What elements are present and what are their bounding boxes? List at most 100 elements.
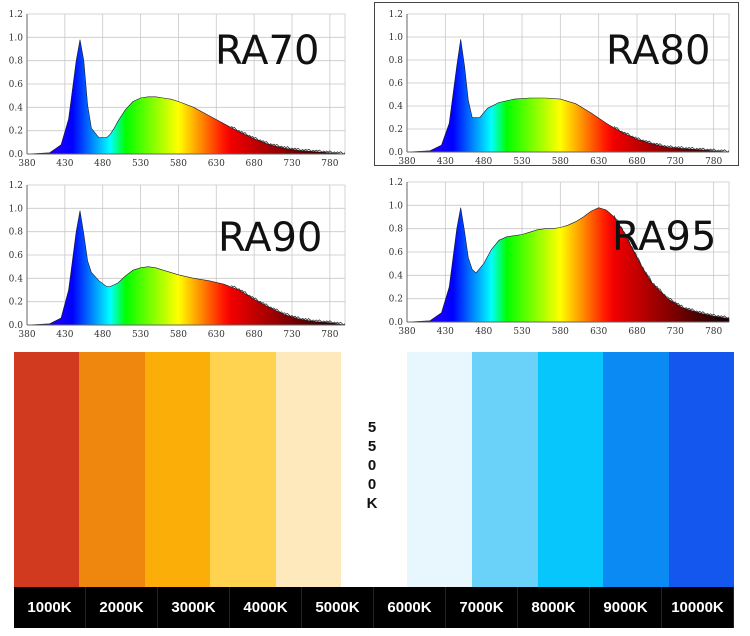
x-tick-label: 580	[552, 157, 569, 166]
spectrum-panel-ra80: 380 430 480 530 580 630 680 730 780 0.0 0.2 0.4 0.6 0…	[374, 2, 744, 166]
y-tick-label: 1.0	[9, 204, 24, 214]
y-tick-label: 0.0	[389, 318, 404, 328]
kelvin-label-5000k: 5000K	[302, 587, 374, 628]
x-tick-label: 530	[132, 330, 149, 340]
vertical-label-char: 0	[367, 457, 377, 474]
swatch-5000k	[275, 352, 342, 587]
chart-title: RA70	[215, 28, 319, 74]
x-tick-label: 580	[170, 330, 187, 340]
spectrum-chart-ra80: 380 430 480 530 580 630 680 730 780 0.0 0.2 0.4 0.6 0…	[374, 2, 739, 166]
x-tick-label: 630	[208, 159, 225, 169]
spectrum-chart-ra95: 380 430 480 530 580 630 680 730 780 0.0 0.2 0.4 0.6 0…	[389, 178, 730, 337]
x-tick-label: 480	[94, 159, 111, 169]
x-tick-label: 480	[475, 327, 492, 337]
x-tick-label: 530	[513, 157, 530, 166]
y-tick-label: 0.8	[389, 56, 404, 66]
y-tick-label: 1.2	[9, 181, 23, 191]
y-tick-label: 0.0	[9, 321, 24, 331]
spectrum-panel-ra90: 380 430 480 530 580 630 680 730 780 0.0 0.2 0.4 0.6 0…	[0, 173, 355, 345]
kelvin-label-4000k: 4000K	[230, 587, 302, 628]
swatch-5500k	[341, 352, 407, 587]
swatch-7000k	[472, 352, 538, 587]
kelvin-label-9000k: 9000K	[590, 587, 662, 628]
y-tick-label: 0.4	[9, 103, 24, 113]
spectrum-area	[406, 207, 730, 323]
spectrum-chart-ra90: 380 430 480 530 580 630 680 730 780 0.0 0.2 0.4 0.6 0…	[9, 181, 346, 340]
x-tick-label: 380	[398, 327, 415, 337]
swatch-9000k	[603, 352, 669, 587]
y-tick-label: 0.6	[389, 248, 404, 258]
swatch-3000k	[144, 352, 211, 587]
x-tick-label: 780	[321, 159, 338, 169]
y-tick-label: 0.6	[389, 79, 404, 89]
y-tick-label: 1.0	[9, 33, 24, 43]
x-tick-label: 780	[321, 330, 338, 340]
y-tick-label: 0.4	[9, 274, 24, 284]
vertical-label-char: 5	[367, 419, 377, 436]
y-tick-label: 1.0	[389, 201, 404, 211]
y-tick-label: 0.2	[9, 127, 23, 137]
kelvin-label-8000k: 8000K	[518, 587, 590, 628]
x-tick-label: 580	[170, 159, 187, 169]
x-tick-label: 480	[475, 157, 492, 166]
chart-title: RA80	[606, 28, 710, 74]
y-tick-label: 0.8	[9, 57, 24, 67]
y-tick-label: 1.2	[9, 10, 23, 20]
y-tick-label: 0.8	[389, 225, 404, 235]
y-tick-label: 0.2	[9, 298, 23, 308]
swatch-4000k	[210, 352, 276, 587]
x-tick-label: 730	[283, 159, 300, 169]
x-tick-label: 380	[398, 157, 415, 166]
x-tick-label: 780	[705, 157, 722, 166]
x-tick-label: 530	[132, 159, 149, 169]
vertical-label-char: 0	[367, 476, 377, 493]
chart-title: RA90	[218, 215, 322, 261]
kelvin-label-7000k: 7000K	[446, 587, 518, 628]
spectrum-panel-ra70: 380 430 480 530 580 630 680 730 780 0.0 0.2 0.4 0.6 0…	[0, 2, 355, 172]
chart-title: RA95	[612, 214, 716, 260]
spectrum-tail-noise	[613, 125, 730, 153]
x-tick-label: 730	[667, 157, 684, 166]
swatch-6000k	[406, 352, 473, 587]
x-tick-label: 680	[628, 157, 645, 166]
spectrum-area	[26, 39, 346, 155]
spectrum-tail-noise	[613, 215, 730, 319]
x-tick-label: 730	[283, 330, 300, 340]
x-tick-label: 430	[437, 157, 454, 166]
swatch-2000k	[79, 352, 145, 587]
x-tick-label: 580	[552, 327, 569, 337]
x-tick-label: 380	[18, 330, 35, 340]
spectrum-area	[406, 39, 730, 153]
vertical-label-char: K	[366, 495, 378, 512]
spectrum-tail-noise	[231, 125, 346, 155]
x-tick-label: 680	[246, 159, 263, 169]
x-tick-label: 680	[628, 327, 645, 337]
y-tick-label: 0.0	[9, 150, 24, 160]
spectrum-chart-ra70: 380 430 480 530 580 630 680 730 780 0.0 0.2 0.4 0.6 0…	[9, 10, 346, 169]
y-tick-label: 1.0	[389, 33, 404, 43]
5500k-vertical-label: 5 5 0 0 K	[365, 418, 379, 513]
y-tick-label: 0.4	[389, 102, 404, 112]
x-tick-label: 530	[513, 327, 530, 337]
kelvin-label-3000k: 3000K	[158, 587, 230, 628]
x-tick-label: 380	[18, 159, 35, 169]
x-tick-label: 630	[590, 327, 607, 337]
swatch-1000k	[14, 352, 80, 587]
kelvin-label-1000k: 1000K	[14, 587, 86, 628]
x-tick-label: 680	[246, 330, 263, 340]
x-tick-label: 630	[208, 330, 225, 340]
spectrum-panel-ra95: 380 430 480 530 580 630 680 730 780 0.0 0.2 0.4 0.6 0…	[374, 170, 744, 340]
kelvin-label-2000k: 2000K	[86, 587, 158, 628]
x-tick-label: 430	[56, 330, 73, 340]
y-tick-label: 0.6	[9, 251, 24, 261]
y-tick-label: 0.4	[389, 271, 404, 281]
color-temperature-swatches	[14, 352, 734, 587]
y-tick-label: 1.2	[389, 10, 403, 20]
x-tick-label: 630	[590, 157, 607, 166]
kelvin-label-10000k: 10000K	[662, 587, 734, 628]
swatch-8000k	[537, 352, 604, 587]
spectrum-tail-noise	[231, 285, 346, 326]
y-tick-label: 0.0	[389, 148, 404, 158]
y-tick-label: 0.2	[389, 125, 403, 135]
vertical-label-char: 5	[367, 438, 377, 455]
